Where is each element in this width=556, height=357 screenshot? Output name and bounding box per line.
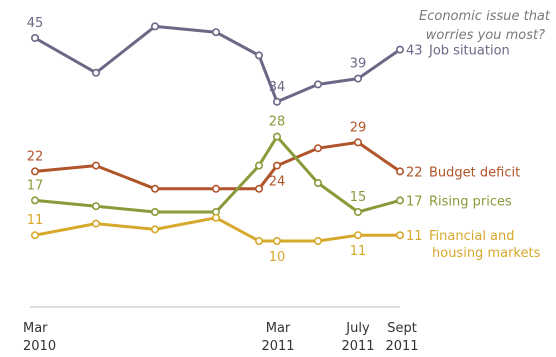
rising-prices-point bbox=[272, 132, 281, 141]
budget-deficit-point bbox=[255, 184, 264, 193]
budget-deficit-line bbox=[33, 140, 402, 191]
job-situation-line bbox=[33, 24, 402, 104]
x-tick-label-bottom: 2010 bbox=[23, 339, 56, 354]
budget-deficit-end-value: 22 bbox=[406, 165, 423, 180]
financial-and-housing-markets-series-name: housing markets bbox=[432, 246, 541, 261]
financial-and-housing-markets-point bbox=[212, 213, 221, 222]
budget-deficit-data-label: 22 bbox=[27, 149, 44, 164]
budget-deficit-point bbox=[212, 184, 221, 193]
job-situation-point bbox=[92, 68, 101, 77]
rising-prices-point bbox=[30, 196, 39, 205]
x-tick-label-bottom: 2011 bbox=[261, 339, 294, 354]
financial-and-housing-markets-series-name: Financial and bbox=[429, 229, 515, 244]
financial-and-housing-markets-data-label: 11 bbox=[350, 244, 367, 259]
financial-and-housing-markets-data-label: 11 bbox=[27, 213, 44, 228]
financial-and-housing-markets-point bbox=[151, 225, 160, 234]
financial-and-housing-markets-end-value: 11 bbox=[406, 229, 423, 244]
x-tick-label-top: July bbox=[345, 321, 370, 336]
financial-and-housing-markets-data-label: 10 bbox=[269, 250, 286, 265]
financial-and-housing-markets-point bbox=[313, 237, 322, 246]
job-situation-point bbox=[353, 74, 362, 83]
rising-prices-series-name: Rising prices bbox=[429, 194, 512, 209]
budget-deficit-point bbox=[395, 167, 404, 176]
x-tick-label-top: Sept bbox=[387, 321, 417, 336]
rising-prices-point bbox=[313, 179, 322, 188]
rising-prices-point bbox=[151, 208, 160, 217]
job-situation-point bbox=[272, 97, 281, 106]
rising-prices-data-label: 28 bbox=[269, 115, 286, 130]
job-situation-point bbox=[30, 33, 39, 42]
budget-deficit-point bbox=[151, 184, 160, 193]
budget-deficit-point bbox=[272, 161, 281, 170]
x-tick-label-top: Mar bbox=[23, 321, 48, 336]
budget-deficit-data-label: 24 bbox=[269, 175, 286, 190]
rising-prices-data-label: 17 bbox=[27, 178, 44, 193]
job-situation-series-name: Job situation bbox=[428, 44, 510, 59]
budget-deficit-point bbox=[313, 144, 322, 153]
rising-prices-end-value: 17 bbox=[406, 194, 423, 209]
chart-title-line-1: Economic issue that bbox=[419, 9, 551, 24]
job-situation-point bbox=[255, 51, 264, 60]
rising-prices-point bbox=[255, 161, 264, 170]
rising-prices-data-label: 15 bbox=[350, 190, 367, 205]
job-situation-point bbox=[212, 28, 221, 37]
financial-and-housing-markets-point bbox=[30, 231, 39, 240]
rising-prices-line bbox=[33, 135, 402, 214]
job-situation-data-label: 34 bbox=[269, 80, 286, 95]
budget-deficit-series-name: Budget deficit bbox=[429, 165, 520, 180]
rising-prices-point bbox=[92, 202, 101, 211]
budget-deficit-point bbox=[92, 161, 101, 170]
job-situation-data-label: 45 bbox=[27, 16, 44, 31]
chart-title-line-2: worries you most? bbox=[426, 28, 545, 43]
job-situation-end-value: 43 bbox=[406, 44, 423, 59]
x-tick-label-bottom: 2011 bbox=[341, 339, 374, 354]
budget-deficit-point bbox=[30, 167, 39, 176]
financial-and-housing-markets-point bbox=[353, 231, 362, 240]
rising-prices-point bbox=[353, 208, 362, 217]
financial-and-housing-markets-point bbox=[255, 237, 264, 246]
financial-and-housing-markets-point bbox=[395, 231, 404, 240]
x-tick-label-bottom: 2011 bbox=[385, 339, 418, 354]
rising-prices-point bbox=[395, 196, 404, 205]
job-situation-point bbox=[313, 80, 322, 89]
financial-and-housing-markets-point bbox=[272, 237, 281, 246]
x-tick-label-top: Mar bbox=[266, 321, 291, 336]
budget-deficit-data-label: 29 bbox=[350, 120, 367, 135]
series-layer: 45 34 39 43 Job situation 22 24 29 22 Budget defi… bbox=[27, 16, 541, 265]
job-situation-point bbox=[395, 45, 404, 54]
job-situation-data-label: 39 bbox=[350, 57, 367, 72]
financial-and-housing-markets-point bbox=[92, 219, 101, 228]
job-situation-point bbox=[151, 22, 160, 31]
budget-deficit-point bbox=[353, 138, 362, 147]
